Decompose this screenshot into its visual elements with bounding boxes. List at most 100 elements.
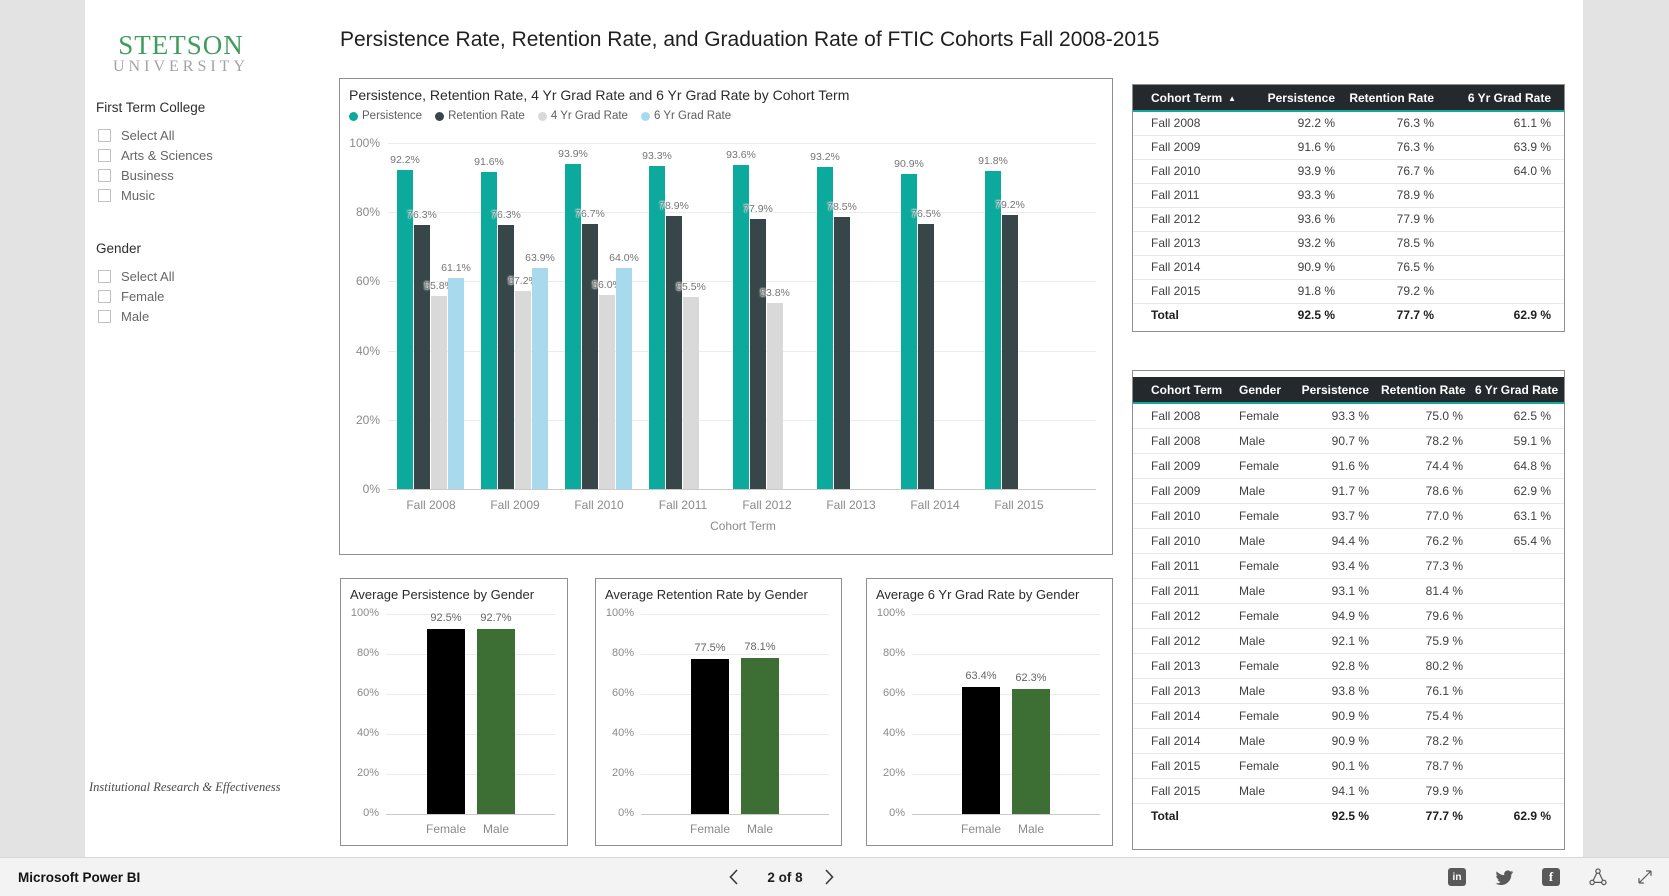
checkbox-arts-sciences[interactable] (98, 148, 111, 162)
checkbox-select-all[interactable] (98, 128, 111, 142)
bar-persistence-fall-2008[interactable] (397, 170, 413, 489)
table-row[interactable]: Fall 2012 93.6 % 77.9 % (1133, 207, 1564, 232)
filter-option-female[interactable]: Female (96, 286, 316, 306)
table-row[interactable]: Fall 2011 Female 93.4 % 77.3 % (1133, 553, 1564, 579)
prev-page-button[interactable] (729, 869, 745, 885)
column-header-6-yr-grad-rate[interactable]: 6 Yr Grad Rate (1446, 85, 1564, 112)
bar-4-yr-grad-rate-fall-2011[interactable] (683, 297, 699, 489)
checkbox-select-all[interactable] (98, 269, 111, 283)
table-row[interactable]: Fall 2014 Male 90.9 % 78.2 % (1133, 728, 1564, 754)
table-row[interactable]: Fall 2013 93.2 % 78.5 % (1133, 231, 1564, 256)
table-row[interactable]: Fall 2015 Female 90.1 % 78.7 % (1133, 753, 1564, 779)
legend-item-4-yr-grad-rate[interactable]: 4 Yr Grad Rate (537, 110, 628, 122)
bar-persistence-fall-2014[interactable] (901, 174, 917, 489)
table-row[interactable]: Fall 2011 93.3 % 78.9 % (1133, 183, 1564, 208)
bar-4-yr-grad-rate-fall-2009[interactable] (515, 291, 531, 489)
x-axis-tick: Fall 2009 (490, 498, 540, 512)
table-row[interactable]: Fall 2012 Male 92.1 % 75.9 % (1133, 628, 1564, 654)
bar-6-yr-grad-rate-fall-2009[interactable] (532, 268, 548, 489)
bar-male[interactable] (1012, 689, 1050, 814)
column-header-retention-rate[interactable]: Retention Rate (1347, 85, 1446, 112)
table-row[interactable]: Fall 2009 Female 91.6 % 74.4 % 64.8 % (1133, 453, 1564, 479)
gridline (386, 694, 555, 695)
gridline (641, 814, 829, 815)
table-row[interactable]: Fall 2012 Female 94.9 % 79.6 % (1133, 603, 1564, 629)
bar-male[interactable] (741, 658, 779, 814)
next-page-button[interactable] (825, 869, 841, 885)
checkbox-female[interactable] (98, 289, 111, 303)
table-row[interactable]: Fall 2008 Male 90.7 % 78.2 % 59.1 % (1133, 428, 1564, 454)
table-row[interactable]: Fall 2015 Male 94.1 % 79.9 % (1133, 778, 1564, 804)
table-row[interactable]: Fall 2013 Female 92.8 % 80.2 % (1133, 653, 1564, 679)
table-row[interactable]: Fall 2009 91.6 % 76.3 % 63.9 % (1133, 135, 1564, 160)
column-header-gender[interactable]: Gender (1225, 377, 1299, 404)
bar-retention-rate-fall-2009[interactable] (498, 225, 514, 489)
legend-item-retention-rate[interactable]: Retention Rate (435, 110, 525, 122)
table-row[interactable]: Fall 2010 93.9 % 76.7 % 64.0 % (1133, 159, 1564, 184)
table-row[interactable]: Fall 2014 90.9 % 76.5 % (1133, 255, 1564, 280)
data-label: 56.0% (592, 279, 622, 291)
column-header-persistence[interactable]: Persistence (1299, 377, 1381, 404)
bar-4-yr-grad-rate-fall-2010[interactable] (599, 295, 615, 489)
twitter-icon[interactable] (1494, 867, 1514, 887)
bar-4-yr-grad-rate-fall-2012[interactable] (767, 303, 783, 489)
x-axis-tick: Male (482, 822, 509, 836)
table-cell: 64.0 % (1446, 159, 1564, 184)
table-row[interactable]: Fall 2015 91.8 % 79.2 % (1133, 279, 1564, 304)
share-icon[interactable] (1588, 867, 1608, 887)
table-row[interactable]: Fall 2014 Female 90.9 % 75.4 % (1133, 703, 1564, 729)
bar-female[interactable] (962, 687, 1000, 814)
table-row[interactable]: Fall 2008 92.2 % 76.3 % 61.1 % (1133, 111, 1564, 136)
legend-item-6-yr-grad-rate[interactable]: 6 Yr Grad Rate (640, 110, 731, 122)
bar-persistence-fall-2015[interactable] (985, 171, 1001, 489)
bar-retention-rate-fall-2010[interactable] (582, 224, 598, 489)
bar-retention-rate-fall-2008[interactable] (414, 225, 430, 489)
checkbox-business[interactable] (98, 168, 111, 182)
bar-retention-rate-fall-2014[interactable] (918, 224, 934, 489)
facebook-icon[interactable]: f (1541, 867, 1561, 887)
column-header-persistence[interactable]: Persistence (1257, 85, 1347, 112)
table-row[interactable]: Fall 2008 Female 93.3 % 75.0 % 62.5 % (1133, 403, 1564, 429)
column-header-retention-rate[interactable]: Retention Rate (1381, 377, 1475, 404)
bar-6-yr-grad-rate-fall-2008[interactable] (448, 278, 464, 489)
linkedin-icon[interactable]: in (1447, 867, 1467, 887)
bar-4-yr-grad-rate-fall-2008[interactable] (431, 296, 447, 489)
bar-persistence-fall-2012[interactable] (733, 165, 749, 489)
table-row[interactable]: Fall 2010 Male 94.4 % 76.2 % 65.4 % (1133, 528, 1564, 554)
bar-retention-rate-fall-2011[interactable] (666, 216, 682, 489)
filter-option-select-all[interactable]: Select All (96, 125, 316, 145)
filter-option-business[interactable]: Business (96, 165, 316, 185)
bar-retention-rate-fall-2012[interactable] (750, 219, 766, 489)
bar-persistence-fall-2010[interactable] (565, 164, 581, 489)
checkbox-male[interactable] (98, 309, 111, 323)
data-label: 93.9% (558, 148, 588, 160)
total-cell: Total (1133, 302, 1257, 327)
checkbox-label: Music (121, 187, 155, 203)
bar-retention-rate-fall-2015[interactable] (1002, 215, 1018, 489)
table-row[interactable]: Fall 2010 Female 93.7 % 77.0 % 63.1 % (1133, 503, 1564, 529)
bar-female[interactable] (691, 659, 729, 814)
bar-6-yr-grad-rate-fall-2010[interactable] (616, 268, 632, 489)
bar-female[interactable] (427, 629, 465, 814)
column-header-cohort-term[interactable]: Cohort Term ▲ (1133, 85, 1257, 112)
filter-option-music[interactable]: Music (96, 185, 316, 205)
bar-retention-rate-fall-2013[interactable] (834, 217, 850, 489)
fullscreen-icon[interactable] (1635, 867, 1655, 887)
column-header-6-yr-grad-rate[interactable]: 6 Yr Grad Rate (1475, 377, 1564, 404)
bar-male[interactable] (477, 629, 515, 814)
column-header-cohort-term[interactable]: Cohort Term (1133, 377, 1225, 404)
filter-option-arts-sciences[interactable]: Arts & Sciences (96, 145, 316, 165)
table-cell: Female (1225, 553, 1299, 579)
table-row[interactable]: Fall 2011 Male 93.1 % 81.4 % (1133, 578, 1564, 604)
legend-item-persistence[interactable]: Persistence (349, 110, 422, 122)
cohort-summary-table-panel: Cohort Term ▲ Persistence Retention Rate 6 Y… (1132, 84, 1565, 332)
bar-persistence-fall-2011[interactable] (649, 166, 665, 489)
filter-option-select-all[interactable]: Select All (96, 266, 316, 286)
filter-option-male[interactable]: Male (96, 306, 316, 326)
table-row[interactable]: Fall 2013 Male 93.8 % 76.1 % (1133, 678, 1564, 704)
table-cell: 90.9 % (1257, 255, 1347, 280)
checkbox-music[interactable] (98, 188, 111, 202)
table-row[interactable]: Fall 2009 Male 91.7 % 78.6 % 62.9 % (1133, 478, 1564, 504)
bar-persistence-fall-2009[interactable] (481, 172, 497, 489)
bar-persistence-fall-2013[interactable] (817, 167, 833, 489)
